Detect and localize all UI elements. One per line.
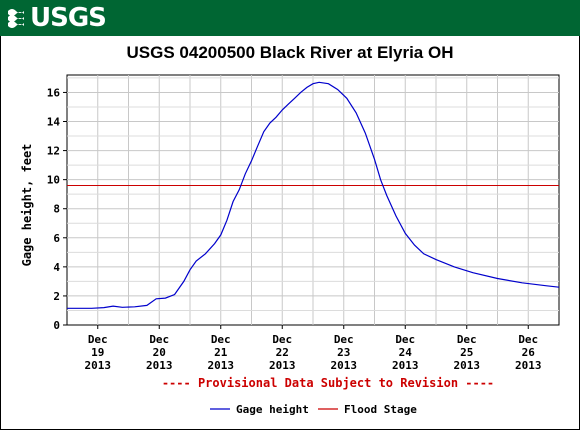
x-tick-label: Dec [149, 333, 169, 346]
x-tick-label: 25 [460, 346, 473, 359]
x-tick-label: Dec [211, 333, 231, 346]
y-axis-label: Gage height, feet [20, 144, 34, 267]
y-tick-label: 6 [53, 232, 60, 245]
y-tick-label: 16 [47, 86, 61, 99]
x-tick-label: Dec [518, 333, 538, 346]
x-tick-label: 2013 [392, 359, 419, 372]
x-tick-label: 2013 [85, 359, 112, 372]
usgs-wave-icon [8, 9, 24, 28]
y-tick-label: 8 [53, 203, 60, 216]
usgs-logo-text: USGS [30, 3, 107, 33]
x-tick-label: 2013 [208, 359, 235, 372]
x-tick-label: 2013 [146, 359, 173, 372]
x-tick-label: 19 [91, 346, 104, 359]
legend: Gage height Flood Stage [210, 403, 417, 416]
x-tick-label: 2013 [269, 359, 296, 372]
chart-title: USGS 04200500 Black River at Elyria OH [127, 43, 454, 62]
provisional-notice: ---- Provisional Data Subject to Revisio… [162, 376, 494, 390]
x-tick-label: Dec [395, 333, 415, 346]
gage-height-chart: USGS 04200500 Black River at Elyria OH 0… [20, 43, 560, 416]
usgs-header-bar: USGS [0, 0, 580, 36]
x-tick-label: 20 [153, 346, 166, 359]
series-group [67, 81, 560, 309]
x-tick-label: Dec [88, 333, 108, 346]
x-tick-label: 21 [214, 346, 228, 359]
y-tick-label: 10 [47, 174, 60, 187]
x-tick-label: 24 [399, 346, 413, 359]
x-axis-ticks: Dec192013Dec202013Dec212013Dec222013Dec2… [85, 325, 542, 372]
usgs-logo[interactable]: USGS [7, 3, 107, 33]
x-tick-label: 2013 [331, 359, 358, 372]
x-tick-label: 23 [337, 346, 350, 359]
x-tick-label: 2013 [454, 359, 481, 372]
y-tick-label: 4 [53, 261, 60, 274]
y-tick-label: 12 [47, 145, 60, 158]
x-tick-label: Dec [334, 333, 354, 346]
legend-label: Gage height [236, 403, 309, 416]
x-tick-label: Dec [457, 333, 477, 346]
x-tick-label: 26 [522, 346, 536, 359]
series-line-gage-height [67, 81, 560, 309]
x-tick-label: 2013 [515, 359, 542, 372]
x-tick-label: 22 [276, 346, 289, 359]
y-axis-ticks: 0 2 4 6 8 10 12 14 16 [47, 86, 67, 332]
legend-label: Flood Stage [344, 403, 417, 416]
y-tick-label: 14 [47, 116, 61, 129]
grid-lines [67, 75, 559, 325]
x-tick-label: Dec [272, 333, 292, 346]
y-tick-label: 2 [53, 290, 60, 303]
y-tick-label: 0 [53, 319, 60, 332]
